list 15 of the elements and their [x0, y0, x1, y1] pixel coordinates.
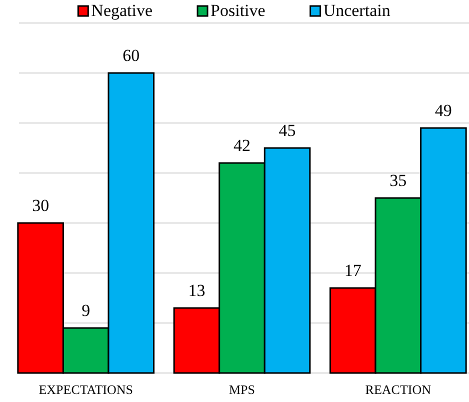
data-label: 45	[278, 121, 296, 140]
data-label: 13	[188, 281, 206, 300]
data-label: 9	[82, 301, 90, 320]
x-tick-label: REACTION	[365, 382, 432, 398]
data-label: 49	[434, 101, 452, 120]
data-label: 17	[344, 261, 362, 280]
data-label: 35	[390, 171, 407, 190]
x-tick-label: EXPECTATIONS	[38, 382, 133, 398]
x-tick-label: MPS	[228, 382, 256, 398]
data-label: 42	[234, 136, 250, 155]
legend-label: Uncertain	[323, 1, 391, 20]
data-label: 60	[122, 46, 140, 65]
legend-label: Negative	[91, 1, 153, 20]
legend-label: Positive	[210, 1, 266, 20]
data-label: 30	[32, 196, 50, 215]
